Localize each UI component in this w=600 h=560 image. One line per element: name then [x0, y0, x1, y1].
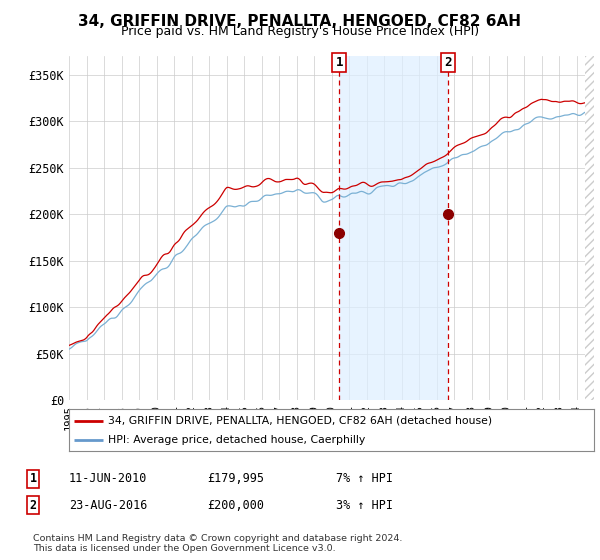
Bar — [585, 56, 594, 400]
Text: £200,000: £200,000 — [207, 498, 264, 512]
Text: 7% ↑ HPI: 7% ↑ HPI — [336, 472, 393, 486]
Text: 23-AUG-2016: 23-AUG-2016 — [69, 498, 148, 512]
Text: 1: 1 — [335, 56, 343, 69]
Text: 3% ↑ HPI: 3% ↑ HPI — [336, 498, 393, 512]
Text: Price paid vs. HM Land Registry's House Price Index (HPI): Price paid vs. HM Land Registry's House … — [121, 25, 479, 38]
Bar — [339, 56, 448, 400]
Text: 2: 2 — [29, 498, 37, 512]
Text: 34, GRIFFIN DRIVE, PENALLTA, HENGOED, CF82 6AH (detached house): 34, GRIFFIN DRIVE, PENALLTA, HENGOED, CF… — [109, 416, 493, 426]
Text: Contains HM Land Registry data © Crown copyright and database right 2024.
This d: Contains HM Land Registry data © Crown c… — [33, 534, 403, 553]
Text: 1: 1 — [29, 472, 37, 486]
Text: 34, GRIFFIN DRIVE, PENALLTA, HENGOED, CF82 6AH: 34, GRIFFIN DRIVE, PENALLTA, HENGOED, CF… — [79, 14, 521, 29]
Text: 2: 2 — [444, 56, 451, 69]
Text: HPI: Average price, detached house, Caerphilly: HPI: Average price, detached house, Caer… — [109, 435, 365, 445]
Text: £179,995: £179,995 — [207, 472, 264, 486]
Text: 11-JUN-2010: 11-JUN-2010 — [69, 472, 148, 486]
